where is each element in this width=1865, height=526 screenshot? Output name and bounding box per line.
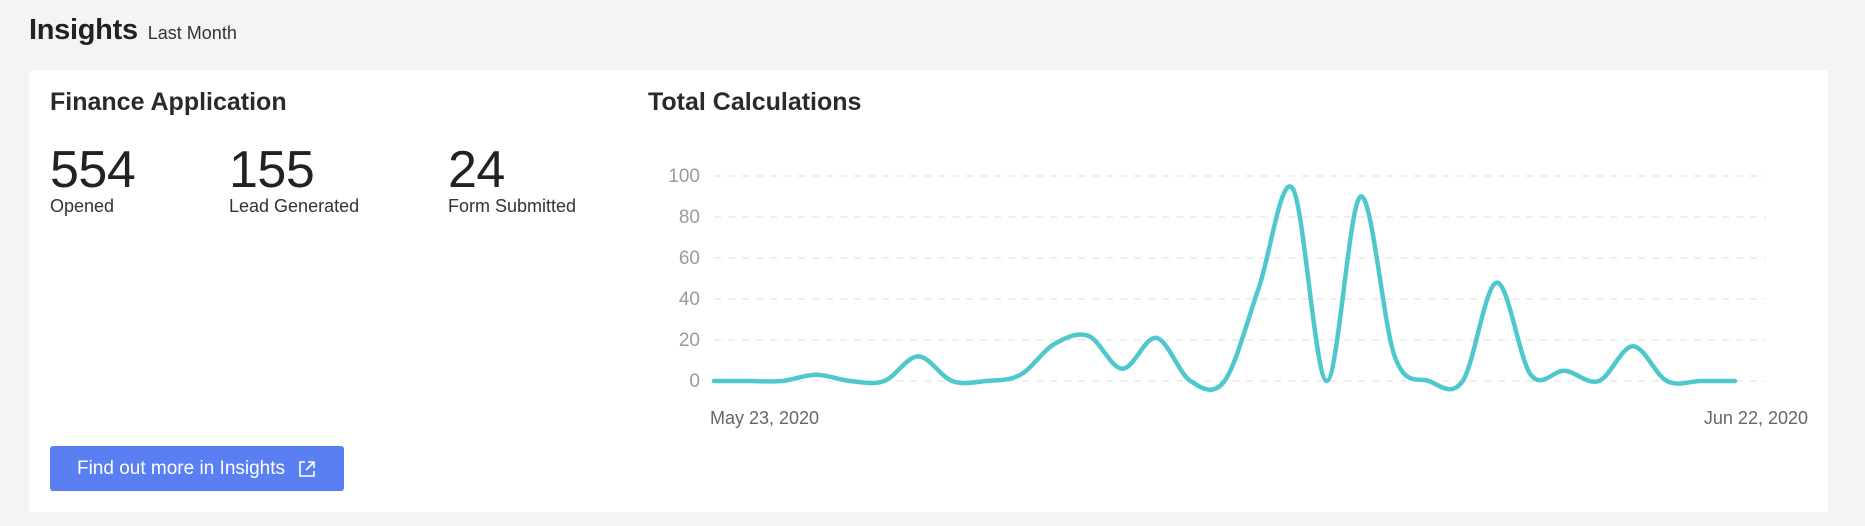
y-tick-label: 20 — [679, 330, 700, 351]
period-label: Last Month — [147, 23, 237, 43]
chart-title: Total Calculations — [648, 88, 862, 116]
stat-form-submitted: 24 Form Submitted — [448, 142, 576, 217]
total-calculations-chart: 0 20 40 60 80 100 — [668, 166, 1766, 392]
finance-section-title: Finance Application — [50, 88, 287, 116]
y-tick-label: 80 — [679, 207, 700, 228]
y-tick-label: 60 — [679, 248, 700, 269]
stat-label: Lead Generated — [229, 196, 360, 216]
external-link-icon — [297, 459, 317, 479]
x-axis-end-label: Jun 22, 2020 — [1703, 408, 1808, 428]
stat-opened: 554 Opened — [50, 141, 136, 217]
stat-label: Form Submitted — [448, 196, 577, 216]
y-tick-label: 40 — [679, 289, 700, 310]
stat-value: 554 — [50, 141, 136, 199]
page-title: Insights — [29, 14, 138, 46]
insights-card: Finance Application 554 Opened 155 Lead … — [29, 70, 1828, 512]
stat-value: 24 — [448, 141, 505, 199]
insights-header: Insights Last Month — [29, 14, 237, 47]
y-tick-label: 0 — [689, 371, 700, 392]
stat-value: 155 — [229, 141, 315, 199]
x-axis-start-label: May 23, 2020 — [710, 408, 820, 428]
y-tick-label: 100 — [668, 166, 700, 187]
find-out-more-button[interactable]: Find out more in Insights — [50, 446, 344, 491]
cta-label: Find out more in Insights — [76, 457, 286, 479]
series-line — [711, 184, 1738, 392]
stat-label: Opened — [50, 196, 115, 216]
stat-lead-generated: 155 Lead Generated — [229, 142, 359, 217]
